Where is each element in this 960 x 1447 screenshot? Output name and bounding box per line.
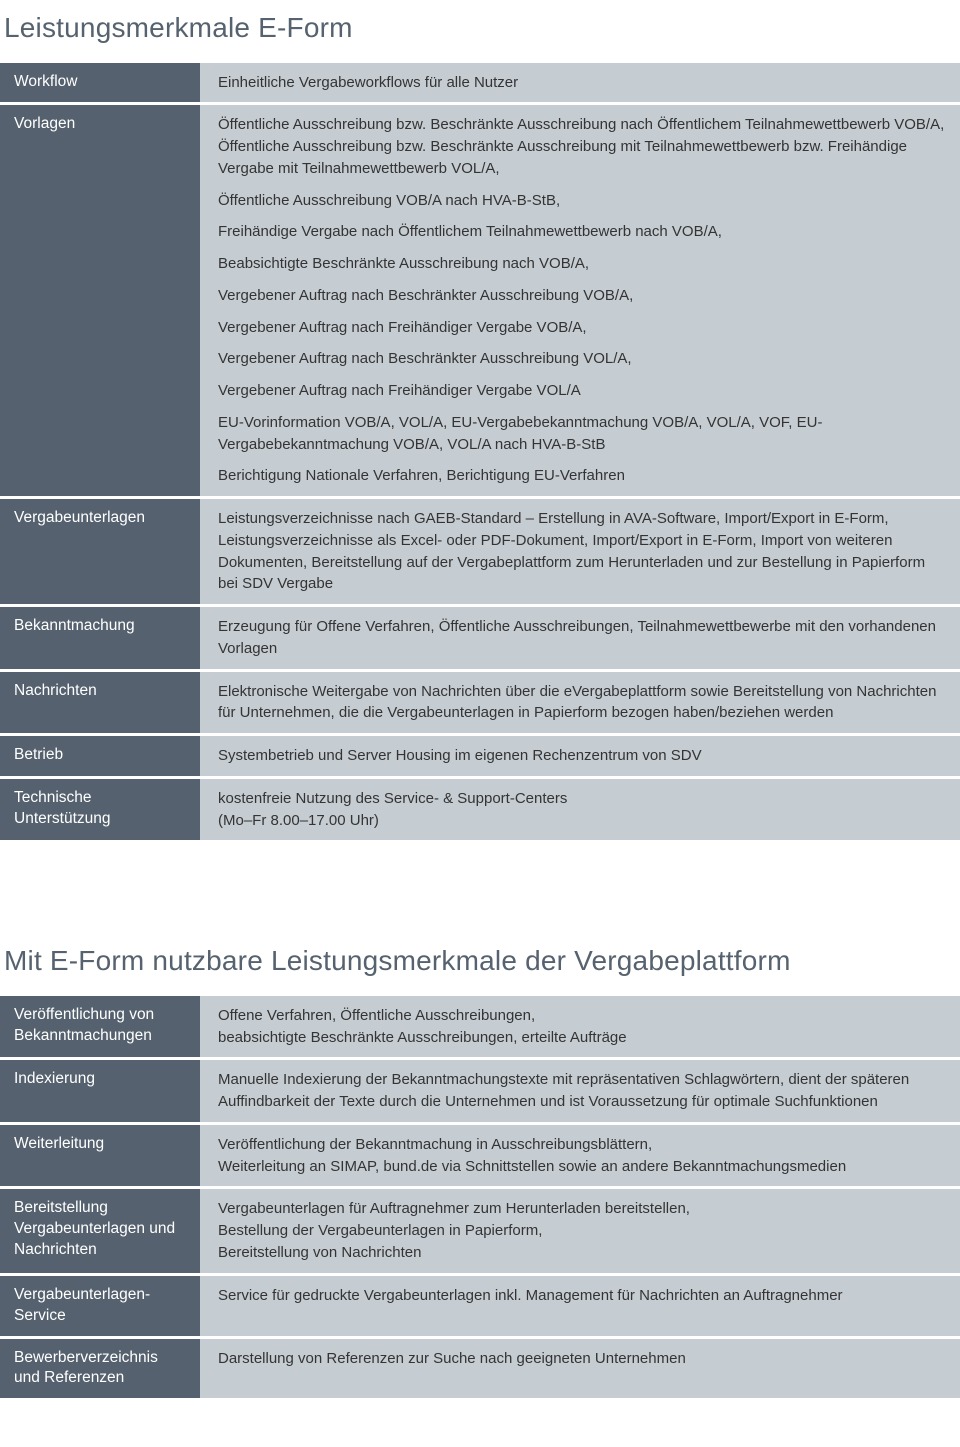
feature-row: Bewerberverzeichnis und Referenzen Darste… <box>0 1339 960 1399</box>
feature-label: Nachrichten <box>0 672 200 734</box>
feature-label: Bekanntmachung <box>0 607 200 669</box>
feature-value: Offene Verfahren, Öffentliche Ausschreib… <box>200 996 960 1058</box>
feature-label: Indexierung <box>0 1060 200 1122</box>
feature-label: Veröffentlichung von Bekanntmachungen <box>0 996 200 1058</box>
feature-value: Leistungsverzeichnisse nach GAEB-Standar… <box>200 499 960 604</box>
feature-value-para: Systembetrieb und Server Housing im eige… <box>218 745 946 767</box>
feature-row: Veröffentlichung von Bekanntmachungen Off… <box>0 996 960 1058</box>
feature-value-para: Beabsichtigte Beschränkte Ausschreibung … <box>218 253 946 275</box>
feature-value-para: Öffentliche Ausschreibung VOB/A nach HVA… <box>218 190 946 212</box>
feature-row: Bereitstellung Vergabeunterlagen und Nac… <box>0 1189 960 1272</box>
section1-table: Workflow Einheitliche Vergabeworkflows fü… <box>0 63 960 841</box>
page: Leistungsmerkmale E-Form Workflow Einheit… <box>0 0 960 1431</box>
feature-value-para: Vergebener Auftrag nach Beschränkter Aus… <box>218 285 946 307</box>
feature-value: Elektronische Weitergabe von Nachrichten… <box>200 672 960 734</box>
feature-label: Vergabeunterlagen-Service <box>0 1276 200 1336</box>
feature-value: Manuelle Indexierung der Bekanntmachungs… <box>200 1060 960 1122</box>
feature-row: Workflow Einheitliche Vergabeworkflows fü… <box>0 63 960 103</box>
feature-value-para: Berichtigung Nationale Verfahren, Berich… <box>218 465 946 487</box>
feature-label: Bereitstellung Vergabeunterlagen und Nac… <box>0 1189 200 1272</box>
feature-label: Vorlagen <box>0 105 200 496</box>
feature-label: Bewerberverzeichnis und Referenzen <box>0 1339 200 1399</box>
feature-row: Vorlagen Öffentliche Ausschreibung bzw. B… <box>0 105 960 496</box>
feature-value: Öffentliche Ausschreibung bzw. Beschränk… <box>200 105 960 496</box>
section1-title: Leistungsmerkmale E-Form <box>0 0 960 63</box>
feature-value-para: Manuelle Indexierung der Bekanntmachungs… <box>218 1069 946 1113</box>
feature-label: Weiterleitung <box>0 1125 200 1187</box>
feature-value: Veröffentlichung der Bekanntmachung in A… <box>200 1125 960 1187</box>
feature-row: Technische Unterstützung kostenfreie Nutz… <box>0 779 960 841</box>
section-gap <box>0 843 960 933</box>
feature-label: Betrieb <box>0 736 200 776</box>
feature-row: Bekanntmachung Erzeugung für Offene Verfa… <box>0 607 960 669</box>
feature-value-para: Vergebener Auftrag nach Beschränkter Aus… <box>218 348 946 370</box>
feature-value-para: Vergebener Auftrag nach Freihändiger Ver… <box>218 317 946 339</box>
feature-value-para: Elektronische Weitergabe von Nachrichten… <box>218 681 946 725</box>
feature-value-para: Vergebener Auftrag nach Freihändiger Ver… <box>218 380 946 402</box>
feature-value-para: Offene Verfahren, Öffentliche Ausschreib… <box>218 1005 946 1049</box>
feature-label: Vergabeunterlagen <box>0 499 200 604</box>
feature-label: Workflow <box>0 63 200 103</box>
feature-value: Systembetrieb und Server Housing im eige… <box>200 736 960 776</box>
feature-value: Darstellung von Referenzen zur Suche nac… <box>200 1339 960 1399</box>
feature-row: Indexierung Manuelle Indexierung der Beka… <box>0 1060 960 1122</box>
feature-value: Vergabeunterlagen für Auftragnehmer zum … <box>200 1189 960 1272</box>
feature-value-para: Leistungsverzeichnisse nach GAEB-Standar… <box>218 508 946 595</box>
feature-value-para: Vergabeunterlagen für Auftragnehmer zum … <box>218 1198 946 1263</box>
feature-value-para: Darstellung von Referenzen zur Suche nac… <box>218 1348 946 1370</box>
section2-title: Mit E-Form nutzbare Leistungsmerkmale de… <box>0 933 960 996</box>
feature-row: Betrieb Systembetrieb und Server Housing … <box>0 736 960 776</box>
feature-row: VergabeunterlagenLeistungsverzeichnisse … <box>0 499 960 604</box>
feature-value-para: Freihändige Vergabe nach Öffentlichem Te… <box>218 221 946 243</box>
feature-value: Service für gedruckte Vergabeunterlagen … <box>200 1276 960 1336</box>
feature-row: Vergabeunterlagen-Service Service für ged… <box>0 1276 960 1336</box>
feature-value-para: Einheitliche Vergabeworkflows für alle N… <box>218 72 946 94</box>
feature-row: Weiterleitung Veröffentlichung der Bekann… <box>0 1125 960 1187</box>
feature-label: Technische Unterstützung <box>0 779 200 841</box>
feature-value-para: Erzeugung für Offene Verfahren, Öffentli… <box>218 616 946 660</box>
feature-value-para: EU-Vorinformation VOB/A, VOL/A, EU-Verga… <box>218 412 946 456</box>
section2-table: Veröffentlichung von Bekanntmachungen Off… <box>0 996 960 1398</box>
feature-value-para: kostenfreie Nutzung des Service- & Suppo… <box>218 788 946 832</box>
feature-row: Nachrichten Elektronische Weitergabe von … <box>0 672 960 734</box>
feature-value: Erzeugung für Offene Verfahren, Öffentli… <box>200 607 960 669</box>
feature-value-para: Service für gedruckte Vergabeunterlagen … <box>218 1285 946 1307</box>
feature-value-para: Öffentliche Ausschreibung bzw. Beschränk… <box>218 114 946 179</box>
feature-value: Einheitliche Vergabeworkflows für alle N… <box>200 63 960 103</box>
feature-value: kostenfreie Nutzung des Service- & Suppo… <box>200 779 960 841</box>
feature-value-para: Veröffentlichung der Bekanntmachung in A… <box>218 1134 946 1178</box>
